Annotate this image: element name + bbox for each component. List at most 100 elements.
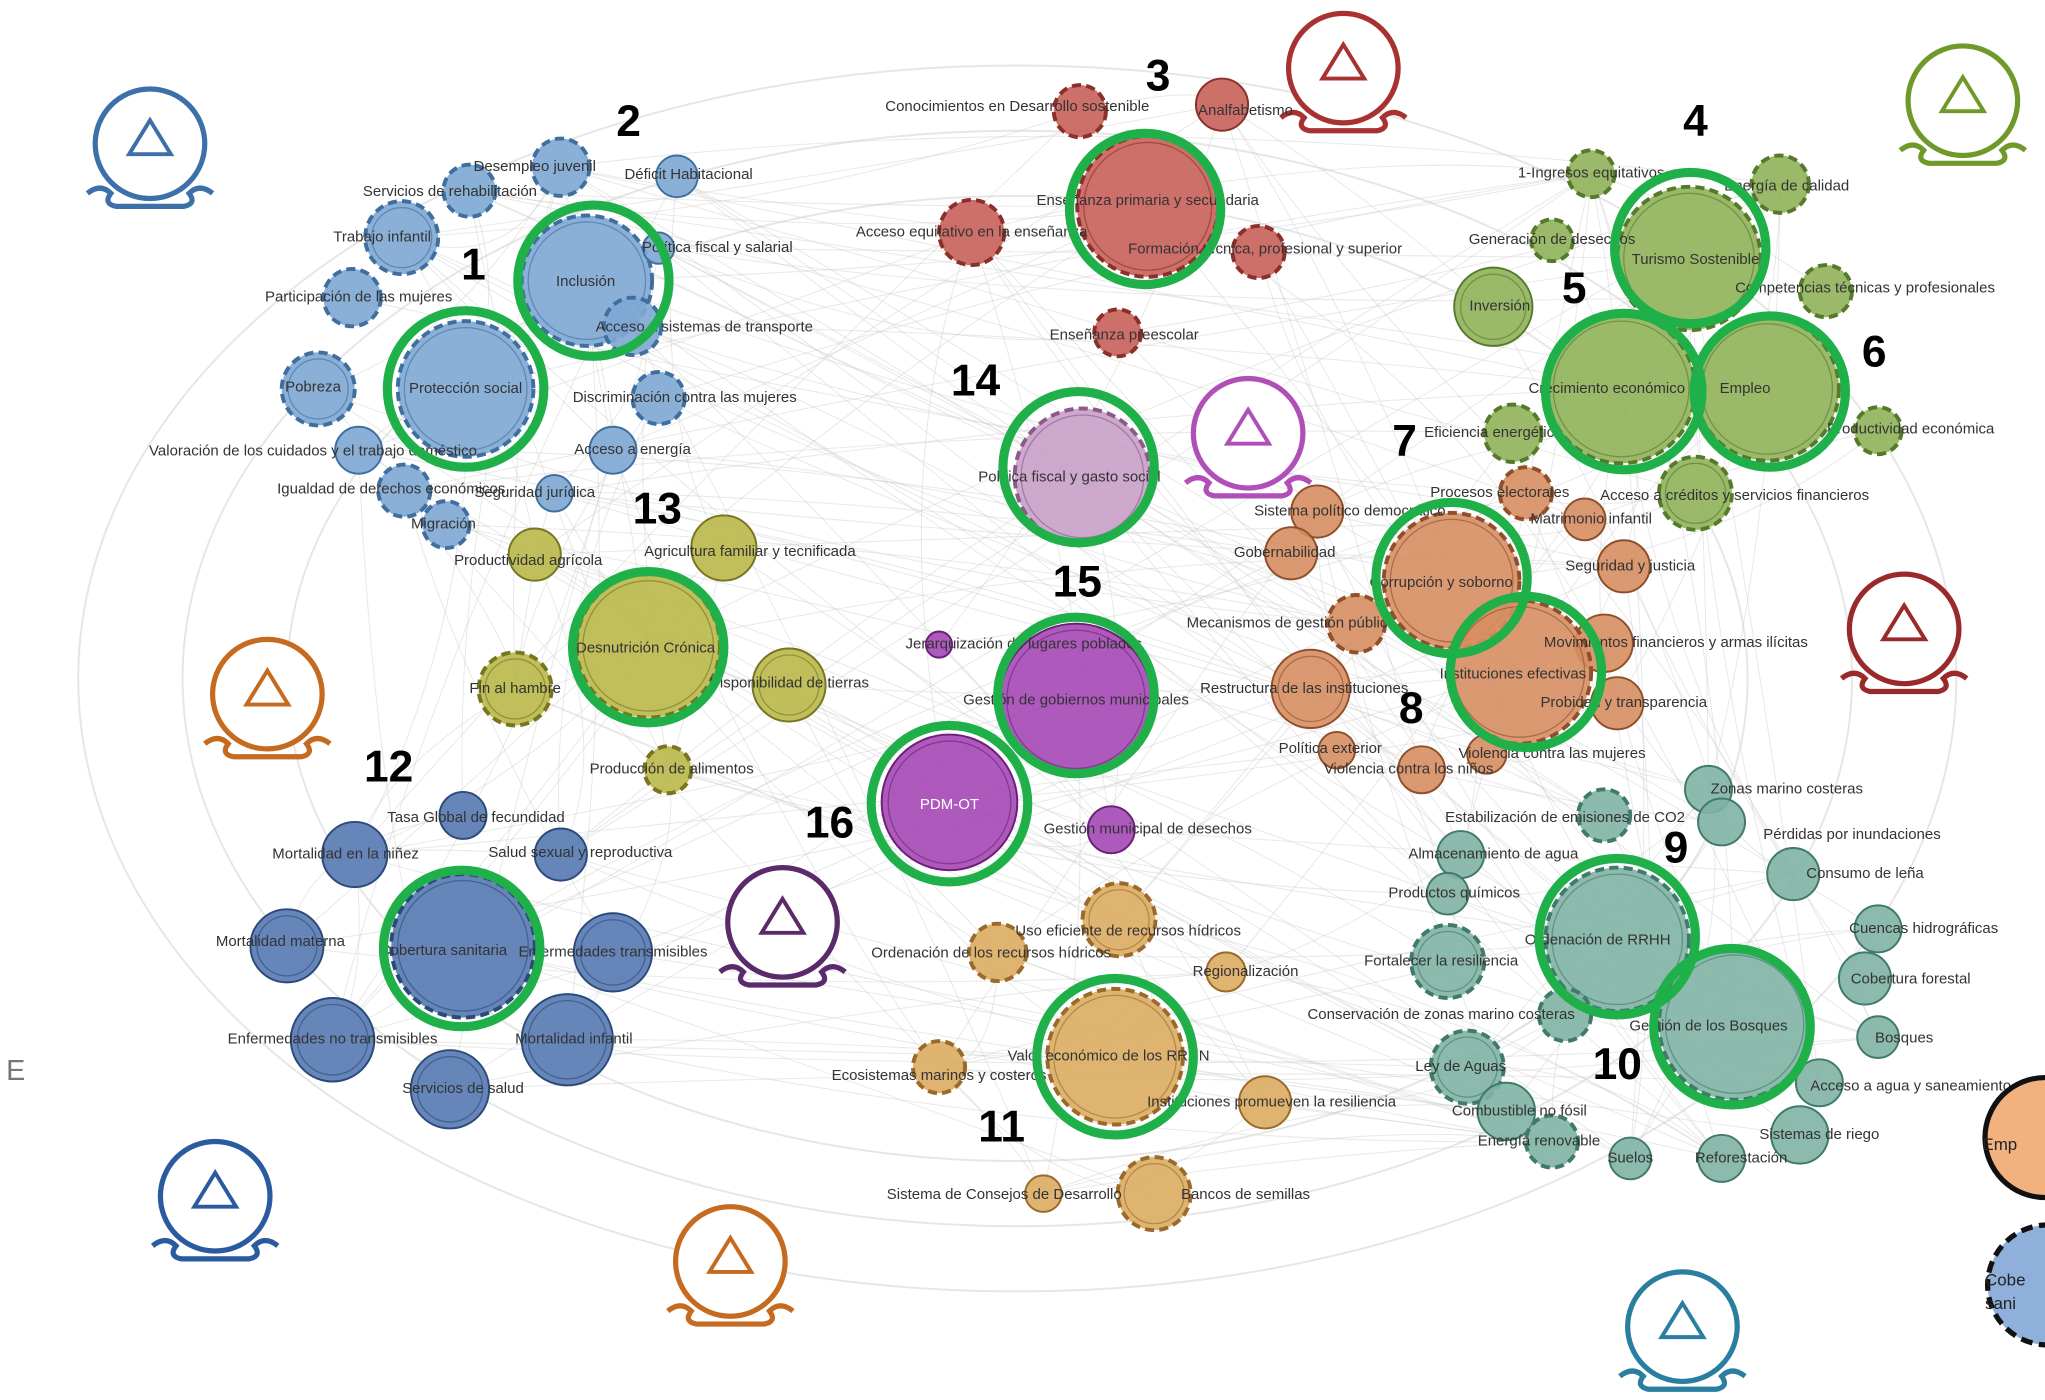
node-label: Mecanismos de gestión pública — [1187, 615, 1397, 632]
node-label: Enfermedades no transmisibles — [228, 1031, 438, 1048]
node-label: Acceso a energía — [574, 441, 691, 458]
node-label: Movimientos financieros y armas ilícitas — [1544, 634, 1808, 651]
legend: EmpCobesani — [1982, 1078, 2045, 1345]
node-label: Turismo Sostenible — [1632, 251, 1760, 268]
node-label: Ecosistemas marinos y costeros — [832, 1067, 1047, 1084]
node-label: Analfabetismo — [1198, 102, 1293, 119]
node-label: Instituciones efectivas — [1440, 666, 1587, 683]
node-label: Protección social — [409, 380, 522, 397]
highlight-number: 5 — [1562, 264, 1587, 313]
node-label: Déficit Habitacional — [624, 166, 752, 183]
node-label: Estabilización de emisiones de CO2 — [1445, 809, 1685, 826]
node-label: Trabajo infantil — [333, 229, 431, 246]
highlight-number: 1 — [461, 240, 486, 289]
node-label: Inclusión — [556, 273, 615, 290]
node-label: Corrupción y soborno — [1370, 574, 1513, 591]
highlight-number: 16 — [805, 799, 854, 848]
node-label: Suelos — [1607, 1149, 1653, 1166]
node-label: Conocimientos en Desarrollo sostenible — [885, 98, 1149, 115]
node-label: Igualdad de derechos económicos — [277, 480, 505, 497]
node-label: Mortalidad en la niñez — [272, 846, 419, 863]
side-text: E — [6, 1055, 25, 1087]
node-label: Participación de las mujeres — [265, 289, 452, 306]
node-label: Violencia contra los niños — [1324, 761, 1494, 778]
icon-badge — [160, 1141, 270, 1251]
node-label: Bancos de semillas — [1181, 1186, 1310, 1203]
node-label: Enseñanza preescolar — [1050, 326, 1199, 343]
highlight-number: 13 — [633, 484, 682, 533]
node-label: Reforestación — [1695, 1149, 1787, 1166]
highlight-number: 9 — [1664, 823, 1689, 872]
highlight-number: 10 — [1593, 1040, 1642, 1089]
node-label: Cuencas hidrográficas — [1849, 920, 1998, 937]
node-label: Pobreza — [285, 379, 341, 396]
node-label: Acceso equitativo en la enseñanza — [856, 223, 1088, 240]
highlight-number: 14 — [951, 356, 1001, 405]
node-label: Eficiencia energética — [1424, 424, 1563, 441]
highlight-number: 11 — [978, 1102, 1025, 1151]
node-label: Servicios de salud — [402, 1080, 524, 1097]
node-label: Regionalización — [1193, 963, 1299, 980]
icon-badge — [728, 868, 838, 978]
icon-badge — [1289, 13, 1399, 123]
node-label: Mortalidad materna — [216, 933, 346, 950]
node-label: Ley de Aguas — [1415, 1058, 1506, 1075]
node-label: Conservación de zonas marino costeras — [1307, 1006, 1574, 1023]
highlight-number: 8 — [1399, 684, 1424, 733]
node — [1118, 1157, 1191, 1230]
node-label: Uso eficiente de recursos hídricos — [1015, 922, 1241, 939]
node-label: Competencias técnicas y profesionales — [1735, 279, 1995, 296]
node-label: Productos químicos — [1388, 885, 1520, 902]
node-label: Agricultura familiar y tecnificada — [644, 543, 856, 560]
node-label: Restructura de las instituciones — [1200, 680, 1408, 697]
highlight-number: 15 — [1053, 557, 1102, 606]
node-label: Crecimiento económico — [1528, 380, 1685, 397]
node-label: Probidad y transparencia — [1540, 694, 1707, 711]
node-label: 1-Ingresos equitativos — [1518, 165, 1665, 182]
node-label: Bosques — [1875, 1029, 1933, 1046]
node-label: Sistema de Consejos de Desarrollo — [887, 1186, 1122, 1203]
node-label: Seguridad jurídica — [474, 484, 595, 501]
node-label: Política exterior — [1279, 740, 1382, 757]
node-label: Acceso a sistemas de transporte — [596, 319, 813, 336]
node-label: Cobertura sanitaria — [380, 942, 508, 959]
highlight-number: 2 — [616, 97, 641, 146]
node-label: Tasa Global de fecundidad — [387, 809, 564, 826]
node-label: Empleo — [1720, 380, 1771, 397]
node-label: Seguridad y justicia — [1565, 557, 1696, 574]
highlight-number: 3 — [1146, 51, 1171, 100]
icon-badge — [95, 89, 205, 199]
node-label: Zonas marino costeras — [1711, 780, 1863, 797]
node-label: Cobertura forestal — [1851, 971, 1971, 988]
node-label: Servicios de rehabilitación — [363, 183, 537, 200]
node-label: Fortalecer la resiliencia — [1364, 952, 1519, 969]
node-label: Enfermedades transmisibles — [518, 943, 707, 960]
node-label: Acceso a créditos y servicios financiero… — [1600, 487, 1869, 504]
highlight-number: 4 — [1683, 97, 1708, 146]
node-label: Fin al hambre — [469, 680, 561, 697]
highlight-number: 12 — [364, 742, 413, 791]
icon-badge — [676, 1207, 786, 1317]
node-label: Acceso a agua y saneamiento — [1810, 1078, 2011, 1095]
legend-label: Emp — [1982, 1135, 2017, 1154]
node-label: Desempleo juvenil — [474, 158, 596, 175]
node-label: Producción de alimentos — [590, 761, 754, 778]
node-label: Discriminación contra las mujeres — [573, 389, 797, 406]
icon-badge — [1193, 379, 1303, 489]
node-label: Almacenamiento de agua — [1408, 846, 1579, 863]
node-label: Pérdidas por inundaciones — [1763, 826, 1940, 843]
node-label: Ordenación de RRHH — [1525, 932, 1671, 949]
node-label: Gobernabilidad — [1234, 544, 1336, 561]
node-label: Energía renovable — [1478, 1132, 1600, 1149]
icon-badge — [213, 639, 323, 749]
node-label: Ordenación de los recursos hídricos — [871, 945, 1111, 962]
node-label: Migración — [411, 516, 476, 533]
legend-label: sani — [1985, 1294, 2016, 1313]
node-label: Combustible no fósil — [1452, 1102, 1587, 1119]
page: { "groups": [ {"color": "#7ea7d4", "stro… — [0, 0, 2045, 1400]
highlight-number: 6 — [1862, 328, 1887, 377]
network-diagram: Desempleo juvenil Déficit Habitacional Ser… — [0, 0, 2045, 1400]
node-label: Consumo de leña — [1806, 865, 1924, 882]
node — [1698, 798, 1745, 845]
icon-badge — [1628, 1272, 1738, 1382]
